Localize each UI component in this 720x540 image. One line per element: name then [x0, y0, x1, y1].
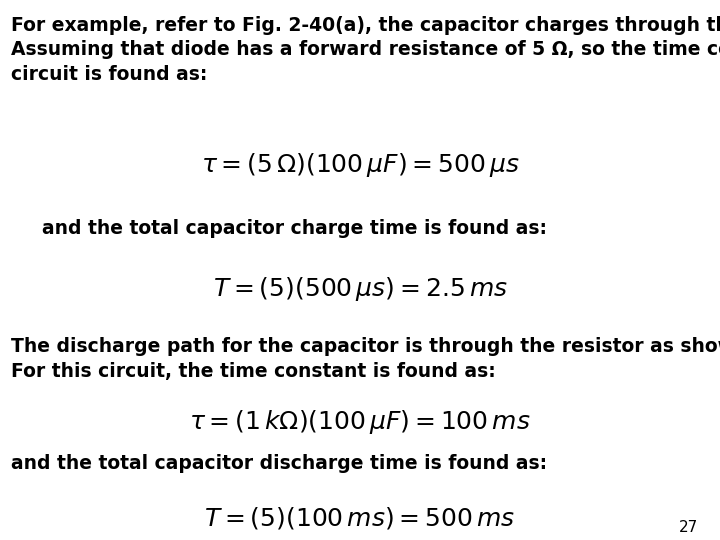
Text: and the total capacitor charge time is found as:: and the total capacitor charge time is f… — [29, 219, 546, 238]
Text: $T = (5)(500\,\mu s) = 2.5\,ms$: $T = (5)(500\,\mu s) = 2.5\,ms$ — [212, 275, 508, 303]
Text: For example, refer to Fig. 2-40(a), the capacitor charges through the diode.
Ass: For example, refer to Fig. 2-40(a), the … — [11, 16, 720, 84]
Text: $T = (5)(100\,ms) = 500\,ms$: $T = (5)(100\,ms) = 500\,ms$ — [204, 505, 516, 531]
Text: 27: 27 — [679, 519, 698, 535]
Text: and the total capacitor discharge time is found as:: and the total capacitor discharge time i… — [11, 454, 547, 472]
Text: The discharge path for the capacitor is through the resistor as shown in Fig. 2-: The discharge path for the capacitor is … — [11, 338, 720, 381]
Text: $\tau = (1\,k\Omega)(100\,\mu F) = 100\,ms$: $\tau = (1\,k\Omega)(100\,\mu F) = 100\,… — [189, 408, 531, 436]
Text: $\tau = (5\,\Omega)(100\,\mu F) = 500\,\mu s$: $\tau = (5\,\Omega)(100\,\mu F) = 500\,\… — [201, 151, 519, 179]
